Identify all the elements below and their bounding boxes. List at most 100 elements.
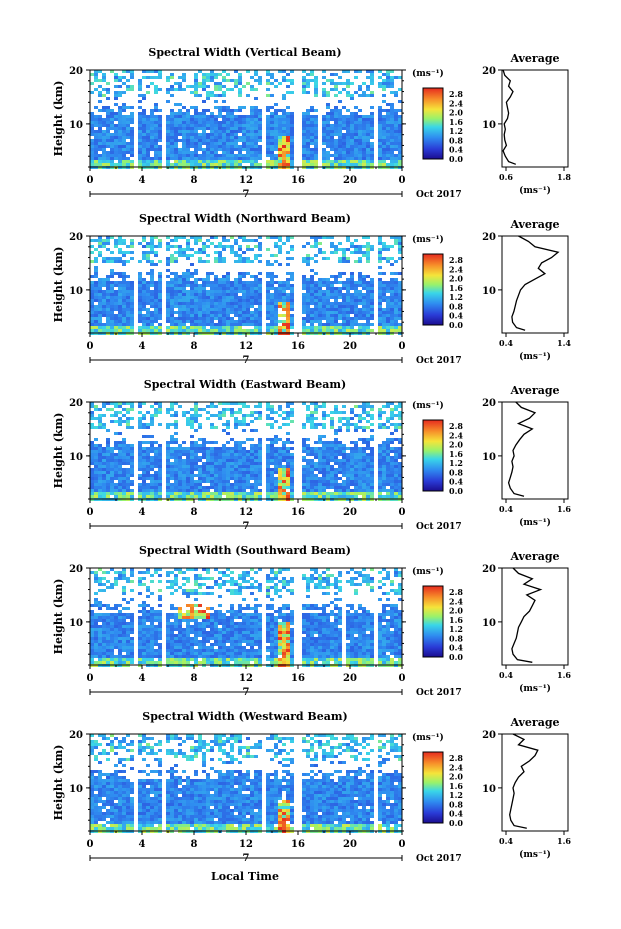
heatmap-cell <box>234 329 238 332</box>
heatmap-cell <box>158 314 162 317</box>
heatmap-cell <box>210 76 214 79</box>
heatmap-cell <box>322 471 326 474</box>
heatmap-cell <box>382 151 386 154</box>
heatmap-cell <box>370 308 374 311</box>
heatmap-cell <box>138 489 142 492</box>
heatmap-cell <box>166 263 170 266</box>
heatmap-cell <box>258 311 262 314</box>
heatmap-cell <box>322 450 326 453</box>
heatmap-cell <box>266 417 270 420</box>
heatmap-cell <box>242 127 246 130</box>
heatmap-cell <box>366 70 370 73</box>
heatmap-cell <box>166 483 170 486</box>
heatmap-cell <box>246 157 250 160</box>
heatmap-cell <box>118 296 122 299</box>
heatmap-cell <box>242 239 246 242</box>
heatmap-cell <box>242 465 246 468</box>
heatmap-cell <box>270 299 274 302</box>
heatmap-cell <box>282 474 286 477</box>
heatmap-cell <box>238 471 242 474</box>
heatmap-cell <box>150 480 154 483</box>
heatmap-cell <box>194 453 198 456</box>
heatmap-cell <box>226 468 230 471</box>
heatmap-cell <box>182 121 186 124</box>
heatmap-cell <box>178 139 182 142</box>
heatmap-cell <box>258 302 262 305</box>
heatmap-cell <box>314 408 318 411</box>
heatmap-cell <box>398 151 402 154</box>
heatmap-cell <box>126 160 130 163</box>
heatmap-cell <box>182 462 186 465</box>
heatmap-cell <box>234 142 238 145</box>
heatmap-cell <box>174 151 178 154</box>
heatmap-cell <box>330 465 334 468</box>
heatmap-cell <box>202 326 206 329</box>
heatmap-cell <box>226 163 230 166</box>
heatmap-cell <box>310 420 314 423</box>
heatmap-cell <box>182 79 186 82</box>
heatmap-cell <box>230 320 234 323</box>
heatmap-cell <box>382 118 386 121</box>
panel-3: Spectral Width (Eastward Beam)2010Height… <box>52 378 571 532</box>
heatmap-cell <box>394 314 398 317</box>
heatmap-cell <box>98 444 102 447</box>
heatmap-cell <box>170 109 174 112</box>
heatmap-cell <box>358 148 362 151</box>
heatmap-cell <box>338 281 342 284</box>
heatmap-cell <box>102 326 106 329</box>
heatmap-cell <box>218 326 222 329</box>
heatmap-cell <box>110 296 114 299</box>
heatmap-cell <box>206 293 210 296</box>
heatmap-cell <box>154 483 158 486</box>
heatmap-cell <box>202 109 206 112</box>
heatmap-cell <box>170 73 174 76</box>
heatmap-cell <box>242 450 246 453</box>
heatmap-cell <box>346 145 350 148</box>
heatmap-cell <box>314 88 318 91</box>
heatmap-cell <box>350 447 354 450</box>
heatmap-cell <box>98 145 102 148</box>
heatmap-cell <box>178 151 182 154</box>
heatmap-cell <box>150 115 154 118</box>
heatmap-cell <box>198 145 202 148</box>
heatmap-cell <box>246 495 250 498</box>
heatmap-cell <box>346 281 350 284</box>
heatmap-cell <box>198 311 202 314</box>
heatmap-cell <box>278 459 282 462</box>
heatmap-cell <box>194 411 198 414</box>
heatmap-cell <box>194 317 198 320</box>
heatmap-cell <box>290 411 294 414</box>
heatmap-cell <box>366 154 370 157</box>
heatmap-cell <box>246 118 250 121</box>
heatmap-cell <box>174 492 178 495</box>
heatmap-cell <box>190 477 194 480</box>
heatmap-cell <box>150 329 154 332</box>
heatmap-cell <box>98 408 102 411</box>
heatmap-cell <box>254 489 258 492</box>
heatmap-cell <box>282 480 286 483</box>
heatmap-cell <box>346 257 350 260</box>
heatmap-cell <box>166 242 170 245</box>
heatmap-cell <box>282 118 286 121</box>
heatmap-cell <box>322 118 326 121</box>
heatmap-cell <box>362 329 366 332</box>
heatmap-cell <box>286 296 290 299</box>
heatmap-cell <box>234 145 238 148</box>
heatmap-cell <box>322 329 326 332</box>
heatmap-cell <box>290 79 294 82</box>
heatmap-cell <box>234 495 238 498</box>
heatmap-cell <box>326 163 330 166</box>
colorbar-tick: 2.4 <box>449 98 463 108</box>
heatmap-cell <box>178 302 182 305</box>
heatmap-cell <box>302 447 306 450</box>
heatmap-cell <box>222 311 226 314</box>
heatmap-cell <box>366 121 370 124</box>
heatmap-cell <box>310 236 314 239</box>
heatmap-cell <box>246 465 250 468</box>
heatmap-cell <box>146 468 150 471</box>
heatmap-cell <box>342 411 346 414</box>
heatmap-cell <box>334 432 338 435</box>
heatmap-cell <box>354 414 358 417</box>
colorbar <box>422 87 444 160</box>
heatmap-cell <box>342 142 346 145</box>
